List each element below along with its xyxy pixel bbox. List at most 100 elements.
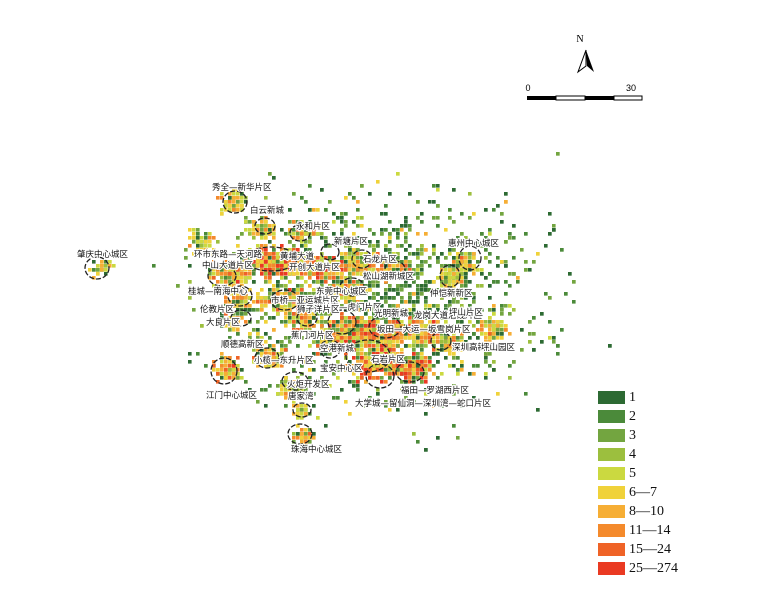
- density-cell: [308, 328, 312, 332]
- density-cell: [188, 360, 192, 364]
- density-cell: [348, 280, 352, 284]
- density-cell: [328, 352, 332, 356]
- density-cell: [456, 292, 460, 296]
- density-cell: [356, 380, 360, 384]
- density-cell: [424, 392, 428, 396]
- density-cell: [320, 256, 324, 260]
- density-cell: [272, 288, 276, 292]
- density-cell: [332, 284, 336, 288]
- density-cell: [500, 332, 504, 336]
- density-cell: [360, 272, 364, 276]
- density-cell: [412, 340, 416, 344]
- density-cell: [312, 292, 316, 296]
- density-cell: [536, 252, 540, 256]
- density-cell: [452, 256, 456, 260]
- density-cell: [496, 264, 500, 268]
- density-cell: [444, 312, 448, 316]
- density-cell: [328, 268, 332, 272]
- density-cell: [340, 388, 344, 392]
- density-cell: [384, 368, 388, 372]
- density-cell: [368, 396, 372, 400]
- density-cell: [284, 336, 288, 340]
- density-cell: [420, 288, 424, 292]
- density-cell: [460, 296, 464, 300]
- density-cell: [236, 244, 240, 248]
- density-cell: [236, 188, 240, 192]
- density-cell: [304, 240, 308, 244]
- density-cell: [300, 324, 304, 328]
- density-cell: [356, 360, 360, 364]
- density-cell: [468, 252, 472, 256]
- density-cell: [276, 384, 280, 388]
- density-cell: [552, 340, 556, 344]
- density-cell: [372, 340, 376, 344]
- density-cell: [304, 292, 308, 296]
- density-cell: [228, 344, 232, 348]
- density-cell: [240, 200, 244, 204]
- density-cell: [360, 328, 364, 332]
- density-cell: [404, 276, 408, 280]
- density-cell: [360, 184, 364, 188]
- density-cell: [344, 296, 348, 300]
- density-cell: [344, 224, 348, 228]
- density-cell: [284, 272, 288, 276]
- density-cell: [352, 380, 356, 384]
- density-cell: [300, 312, 304, 316]
- density-cell: [228, 260, 232, 264]
- density-cell: [288, 208, 292, 212]
- density-cell: [344, 244, 348, 248]
- density-cell: [300, 244, 304, 248]
- density-cell: [388, 408, 392, 412]
- density-cell: [496, 204, 500, 208]
- density-cell: [320, 232, 324, 236]
- density-cell: [360, 356, 364, 360]
- density-cell: [304, 200, 308, 204]
- density-cell: [412, 292, 416, 296]
- density-cell: [472, 332, 476, 336]
- density-cell: [228, 204, 232, 208]
- density-cell: [324, 296, 328, 300]
- density-cell: [420, 260, 424, 264]
- density-cell: [376, 252, 380, 256]
- density-cell: [424, 448, 428, 452]
- density-cell: [252, 264, 256, 268]
- density-cell: [436, 188, 440, 192]
- density-cell: [288, 316, 292, 320]
- density-cell: [304, 256, 308, 260]
- density-cell: [404, 256, 408, 260]
- density-cell: [236, 252, 240, 256]
- density-cell: [384, 336, 388, 340]
- density-cell: [452, 220, 456, 224]
- density-cell: [296, 328, 300, 332]
- density-cell: [356, 364, 360, 368]
- density-cell: [404, 324, 408, 328]
- density-cell: [344, 364, 348, 368]
- density-cell: [400, 320, 404, 324]
- density-cell: [452, 324, 456, 328]
- density-cell: [356, 208, 360, 212]
- density-cell: [268, 336, 272, 340]
- density-cell: [240, 312, 244, 316]
- density-cell: [416, 256, 420, 260]
- density-cell: [552, 336, 556, 340]
- density-cell: [368, 332, 372, 336]
- density-cell: [252, 328, 256, 332]
- density-cell: [428, 200, 432, 204]
- density-cell: [340, 220, 344, 224]
- density-cell: [296, 284, 300, 288]
- density-cell: [416, 292, 420, 296]
- density-cell: [340, 232, 344, 236]
- density-cell: [496, 280, 500, 284]
- density-cell: [324, 360, 328, 364]
- density-cell: [312, 280, 316, 284]
- density-cell: [404, 336, 408, 340]
- density-cell: [344, 268, 348, 272]
- density-cell: [392, 308, 396, 312]
- density-cell: [396, 284, 400, 288]
- density-cell: [288, 336, 292, 340]
- density-cell: [392, 256, 396, 260]
- density-cell: [360, 332, 364, 336]
- density-cell: [436, 376, 440, 380]
- density-cell: [344, 340, 348, 344]
- density-cell: [352, 272, 356, 276]
